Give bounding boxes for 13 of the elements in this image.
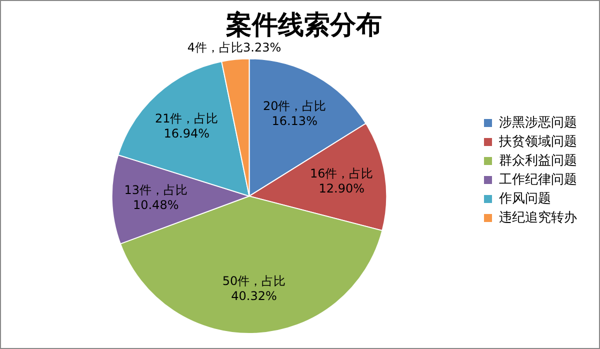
legend-label: 作风问题 xyxy=(498,191,551,206)
legend-label: 群众利益问题 xyxy=(499,153,577,168)
data-label: 13件，占比10.48% xyxy=(124,183,188,212)
legend-label: 涉黑涉恶问题 xyxy=(499,115,577,130)
data-label: 4件，占比3.23% xyxy=(187,40,282,55)
data-label: 50件，占比40.32% xyxy=(222,274,286,304)
legend-label: 扶贫领域问题 xyxy=(498,134,577,150)
data-label: 16件，占比12.90% xyxy=(310,166,374,196)
chart-title: 案件线索分布 xyxy=(225,10,382,40)
data-label: 21件，占比16.94% xyxy=(154,111,218,140)
legend-label: 工作纪律问题 xyxy=(499,172,577,188)
legend-label: 违纪追究转办 xyxy=(499,210,577,226)
data-label: 20件，占比16.13% xyxy=(262,99,326,128)
